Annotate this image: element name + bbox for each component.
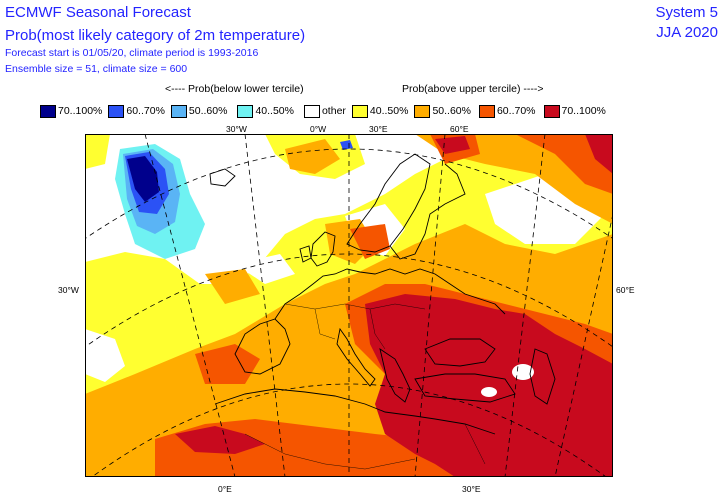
legend-label: 50..60% <box>188 105 228 117</box>
legend-swatch <box>40 104 56 118</box>
legend-below-label: <---- Prob(below lower tercile) <box>165 83 304 95</box>
legend-swatch <box>108 104 125 118</box>
legend-label: other <box>321 105 346 117</box>
lon-label-top-4: 60°E <box>450 124 469 134</box>
lon-label-left: 30°W <box>58 285 79 295</box>
coastlines <box>209 153 556 435</box>
legend-item: 60..70% <box>108 104 165 118</box>
legend-item: 70..100% <box>40 104 103 118</box>
graticule <box>85 134 613 477</box>
legend-swatch <box>543 104 560 118</box>
legend-item: 70..100% <box>543 104 606 118</box>
country-borders <box>244 303 486 470</box>
legend-label: 50..60% <box>432 105 471 117</box>
lon-label-top-2: 0°W <box>310 124 327 134</box>
lon-label-bottom-2: 30°E <box>462 484 481 494</box>
legend-swatch <box>351 104 368 118</box>
forecast-map <box>85 134 613 477</box>
legend-label: 40..50% <box>369 105 409 117</box>
ensemble-size-info: Ensemble size = 51, climate size = 600 <box>5 63 188 75</box>
legend-item: 40..50% <box>237 104 294 118</box>
legend-above-label: Prob(above upper tercile) ----> <box>402 83 544 95</box>
legend-label: 70..100% <box>561 105 606 117</box>
legend-swatch <box>170 104 187 118</box>
lon-label-bottom-1: 0°E <box>218 484 232 494</box>
forecast-start-info: Forecast start is 01/05/20, climate peri… <box>5 47 259 59</box>
legend-label: 60..70% <box>126 105 165 117</box>
lon-label-top-3: 30°E <box>369 124 388 134</box>
lon-label-right: 60°E <box>616 285 635 295</box>
legend: 70..100% 60..70% 50..60% 40..50% other 40..50… <box>40 103 606 119</box>
legend-label: 60..70% <box>496 105 536 117</box>
legend-item: 40..50% <box>351 104 409 118</box>
legend-item: other <box>303 104 346 118</box>
legend-swatch <box>303 104 320 118</box>
legend-item: 60..70% <box>478 104 536 118</box>
lon-label-top-1: 30°W <box>226 124 247 134</box>
legend-item: 50..60% <box>170 104 228 118</box>
chart-title: ECMWF Seasonal Forecast <box>5 4 191 21</box>
season-label: JJA 2020 <box>656 24 718 41</box>
system-label: System 5 <box>655 4 718 21</box>
legend-label: 40..50% <box>255 105 294 117</box>
legend-swatch <box>478 104 495 118</box>
legend-swatch <box>237 104 254 118</box>
map-svg <box>85 134 613 477</box>
legend-item: 50..60% <box>414 104 471 118</box>
legend-swatch <box>414 104 431 118</box>
chart-subtitle: Prob(most likely category of 2m temperat… <box>5 27 306 44</box>
legend-label: 70..100% <box>58 105 103 117</box>
map-frame <box>85 134 613 477</box>
prob-above-70-100-field <box>175 134 613 477</box>
